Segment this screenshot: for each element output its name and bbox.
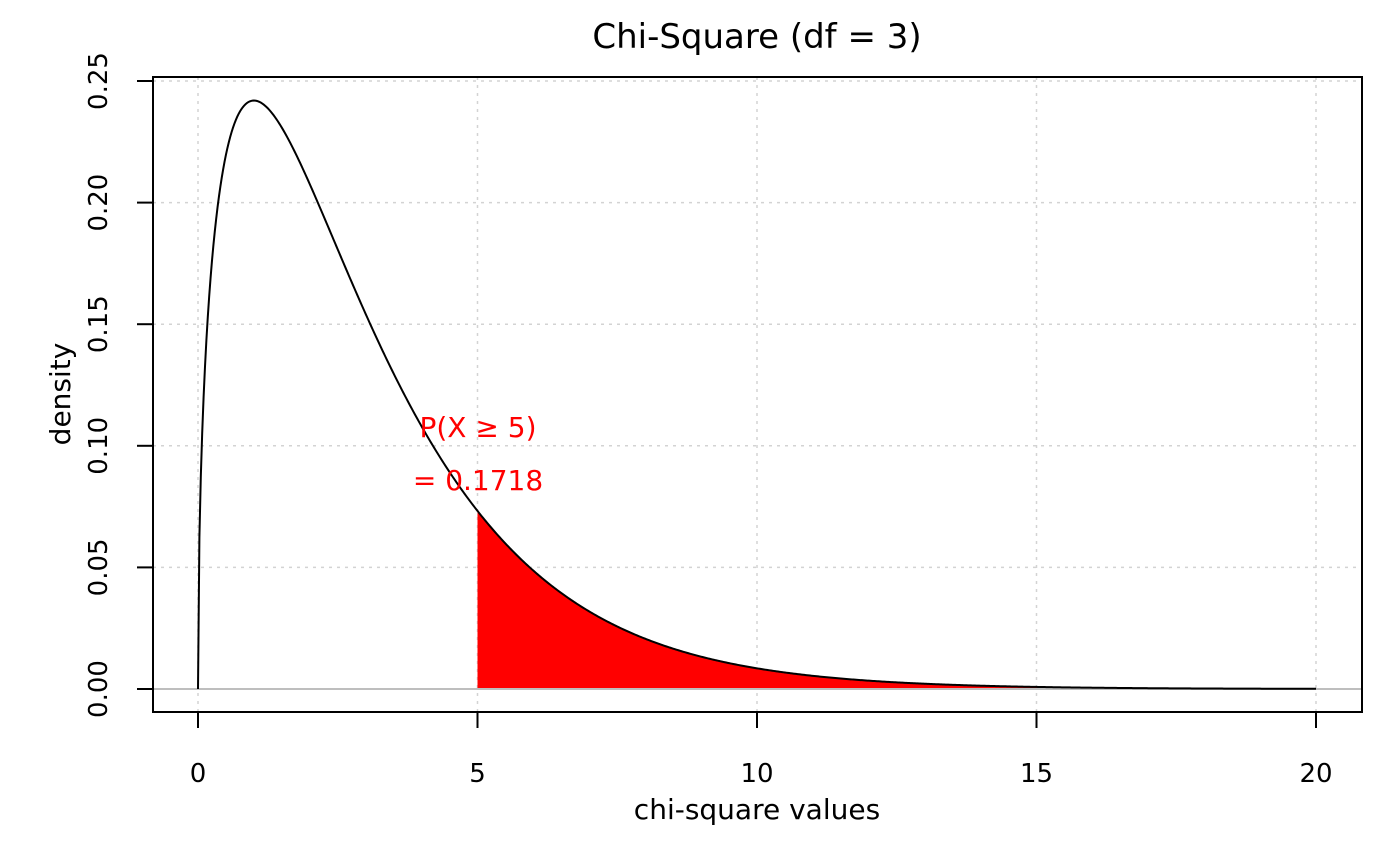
probability-annotation-line2: = 0.1718 (413, 464, 543, 497)
x-tick-label: 15 (1020, 759, 1053, 789)
probability-annotation-line1: P(X ≥ 5) (420, 411, 537, 444)
x-tick-label: 0 (190, 759, 207, 789)
y-tick-label: 0.10 (84, 417, 114, 475)
y-tick-label: 0.15 (84, 295, 114, 353)
y-axis-label: density (44, 343, 77, 446)
plot-frame (152, 76, 1363, 713)
x-tick-label: 5 (469, 759, 486, 789)
y-tick-label: 0.05 (84, 538, 114, 596)
x-tick-label: 10 (740, 759, 773, 789)
shaded-tail-area (477, 510, 1316, 689)
x-axis-label: chi-square values (634, 793, 880, 826)
grid-lines (153, 77, 1362, 712)
y-tick-label: 0.25 (84, 52, 114, 110)
y-tick-label: 0.20 (84, 174, 114, 232)
density-curve (197, 99, 1316, 690)
x-axis: 0 5 10 15 20 (190, 711, 1333, 789)
chart-title: Chi-Square (df = 3) (592, 17, 921, 57)
y-axis: 0.00 0.05 0.10 0.15 0.20 0.25 (84, 52, 154, 718)
x-tick-label: 20 (1299, 759, 1332, 789)
y-tick-label: 0.00 (84, 660, 114, 718)
